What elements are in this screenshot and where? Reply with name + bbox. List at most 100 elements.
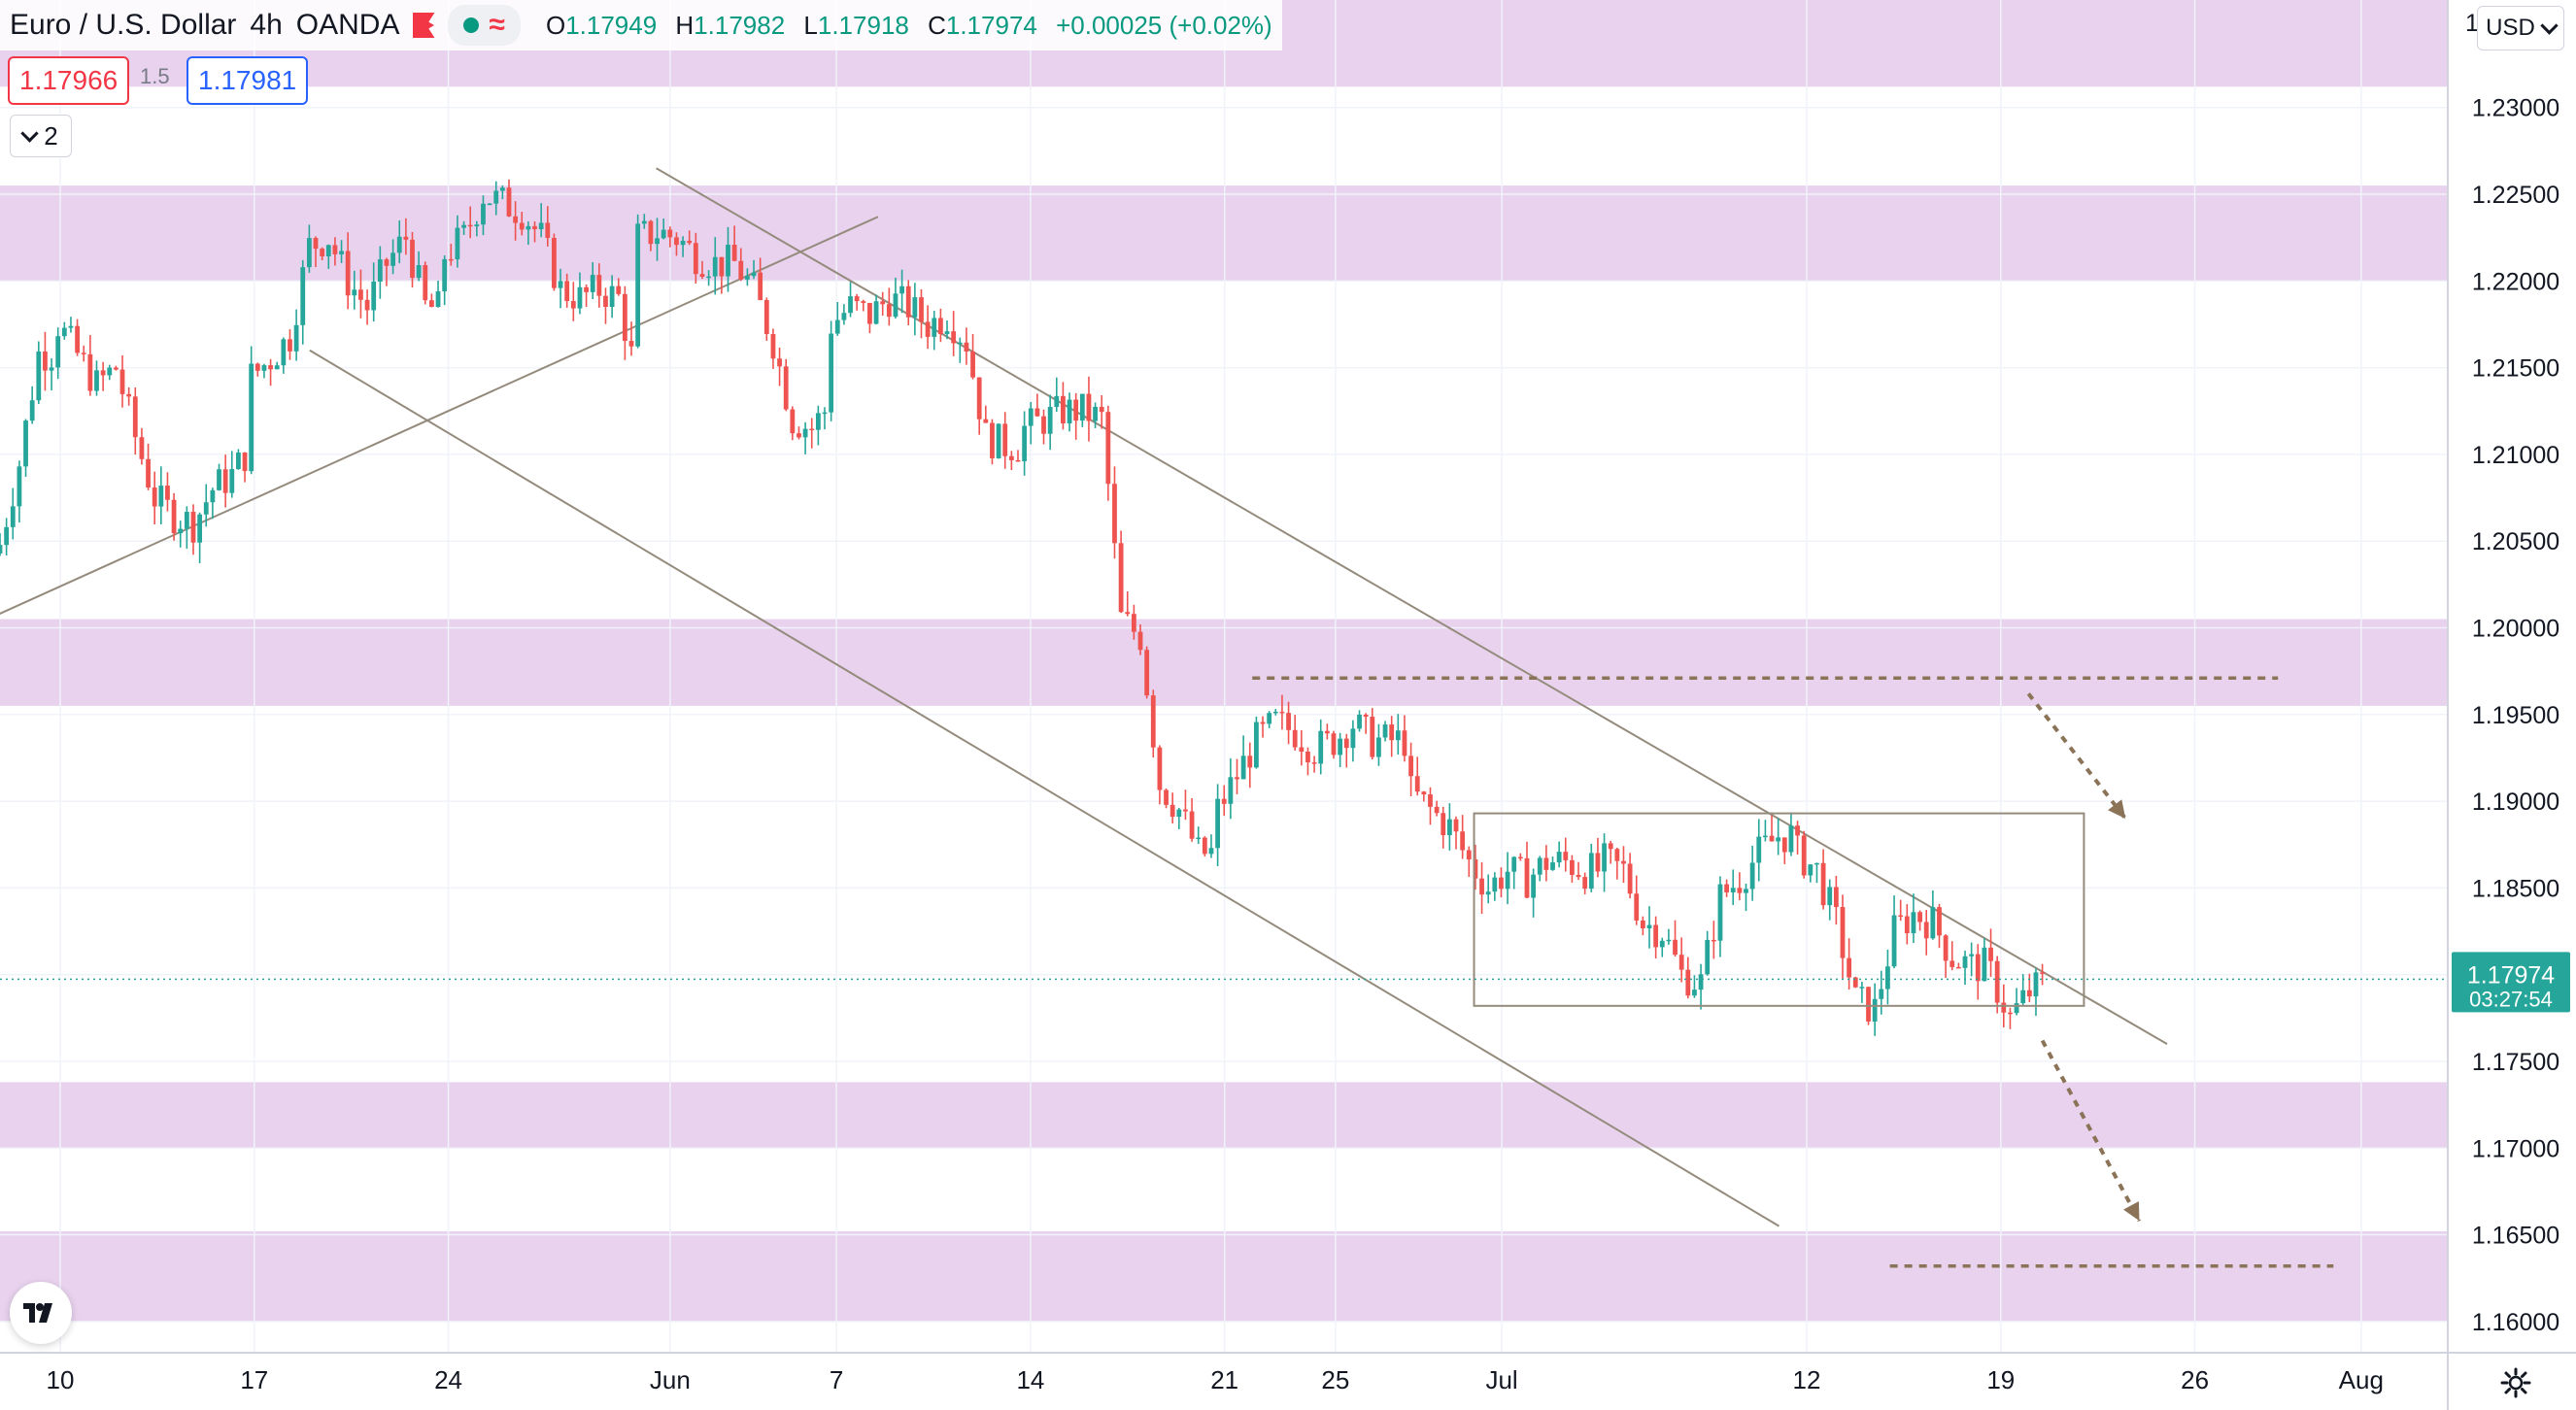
- candle-body: [970, 352, 975, 378]
- candle-body: [1627, 863, 1633, 894]
- market-status-pill[interactable]: ≈: [448, 5, 521, 46]
- candle-body: [1678, 955, 1684, 970]
- currency-select[interactable]: USD: [2477, 6, 2564, 50]
- candle: [429, 293, 434, 308]
- candle: [1608, 840, 1613, 864]
- candle: [268, 358, 273, 386]
- candle-body: [2026, 990, 2032, 997]
- candle-body: [893, 293, 898, 318]
- candle-body: [661, 229, 666, 239]
- candle-body: [1543, 857, 1549, 870]
- candle-body: [1756, 836, 1762, 863]
- candle-body: [545, 222, 551, 239]
- candle: [1898, 899, 1904, 922]
- candle-body: [2008, 1012, 2013, 1015]
- candle: [990, 419, 995, 465]
- candle-body: [1370, 717, 1375, 757]
- sell-price-button[interactable]: 1.17966: [8, 56, 130, 105]
- candle: [661, 218, 666, 240]
- candle-body: [1833, 887, 1839, 908]
- interval-label[interactable]: 4h: [250, 9, 283, 41]
- symbol-legend: Euro / U.S. Dollar 4h OANDA ≈ O1.17949 H…: [0, 0, 1282, 50]
- candle: [1041, 409, 1046, 445]
- candle-body: [983, 419, 989, 423]
- candle-body: [4, 526, 10, 546]
- candle: [23, 419, 28, 478]
- candle-body: [1505, 871, 1510, 890]
- candle-body: [751, 272, 757, 277]
- candle: [957, 337, 963, 363]
- y-tick-label: 1.20000: [2472, 615, 2559, 642]
- candle-body: [1453, 819, 1459, 832]
- candle-body: [1744, 889, 1748, 893]
- candle-body: [1492, 877, 1498, 892]
- candle: [1453, 816, 1459, 850]
- candle-body: [1666, 939, 1672, 942]
- candle: [2014, 988, 2019, 1016]
- candle: [487, 203, 492, 206]
- candle: [545, 206, 551, 247]
- candle: [829, 320, 834, 421]
- candle-body: [171, 499, 177, 534]
- candle-body: [43, 351, 48, 371]
- candle: [1923, 909, 1929, 956]
- candle-body: [1795, 825, 1800, 836]
- chart-settings-button[interactable]: [2492, 1360, 2539, 1406]
- candle-body: [81, 352, 86, 354]
- candle: [236, 449, 241, 470]
- candle: [1588, 843, 1594, 892]
- candle-body: [1382, 724, 1388, 738]
- candle: [416, 251, 422, 282]
- candle: [603, 287, 608, 324]
- candle-body: [1479, 878, 1484, 895]
- candle-body: [1614, 849, 1620, 861]
- indicators-toggle-button[interactable]: 2: [10, 115, 72, 157]
- candle-body: [635, 223, 641, 347]
- chevron-down-icon: [20, 123, 39, 143]
- candle: [1073, 392, 1079, 440]
- candle: [132, 386, 138, 455]
- candle: [358, 269, 363, 319]
- candle-body: [1923, 922, 1929, 939]
- symbol-title[interactable]: Euro / U.S. Dollar: [10, 9, 237, 41]
- candle-body: [1002, 423, 1008, 456]
- candle-body: [352, 289, 357, 296]
- candle-body: [217, 469, 221, 490]
- candle-body: [1473, 858, 1478, 879]
- candle-body: [1208, 848, 1214, 855]
- candle-body: [1041, 416, 1046, 434]
- candle-body: [1395, 730, 1401, 741]
- candle: [1279, 694, 1285, 730]
- candle: [1428, 787, 1433, 825]
- candle: [1673, 920, 1678, 957]
- candle-body: [1988, 947, 1993, 961]
- candle-body: [1885, 966, 1890, 990]
- candle: [55, 327, 61, 380]
- candle-body: [203, 502, 209, 515]
- candle: [1305, 747, 1310, 776]
- candle: [770, 328, 776, 369]
- candle: [558, 268, 563, 309]
- candle: [1093, 402, 1098, 428]
- candle-body: [854, 296, 860, 302]
- candle-body: [29, 400, 35, 421]
- candle: [49, 357, 54, 391]
- candle: [1331, 730, 1337, 759]
- candle-body: [693, 243, 698, 275]
- y-tick-label: 1.22500: [2472, 182, 2559, 209]
- candle-body: [655, 238, 660, 245]
- candle-body: [905, 285, 911, 318]
- current-price-label-bg: [2452, 952, 2570, 1013]
- candle: [628, 321, 634, 356]
- flag-icon[interactable]: [413, 13, 435, 38]
- candle: [570, 282, 576, 321]
- candle: [854, 293, 860, 311]
- broker-label[interactable]: OANDA: [295, 9, 400, 41]
- buy-price-button[interactable]: 1.17981: [186, 56, 309, 105]
- candle-body: [1343, 738, 1349, 749]
- candle-body: [49, 367, 54, 371]
- candle-body: [1015, 459, 1021, 462]
- tradingview-logo[interactable]: [10, 1282, 72, 1344]
- candle: [499, 185, 505, 200]
